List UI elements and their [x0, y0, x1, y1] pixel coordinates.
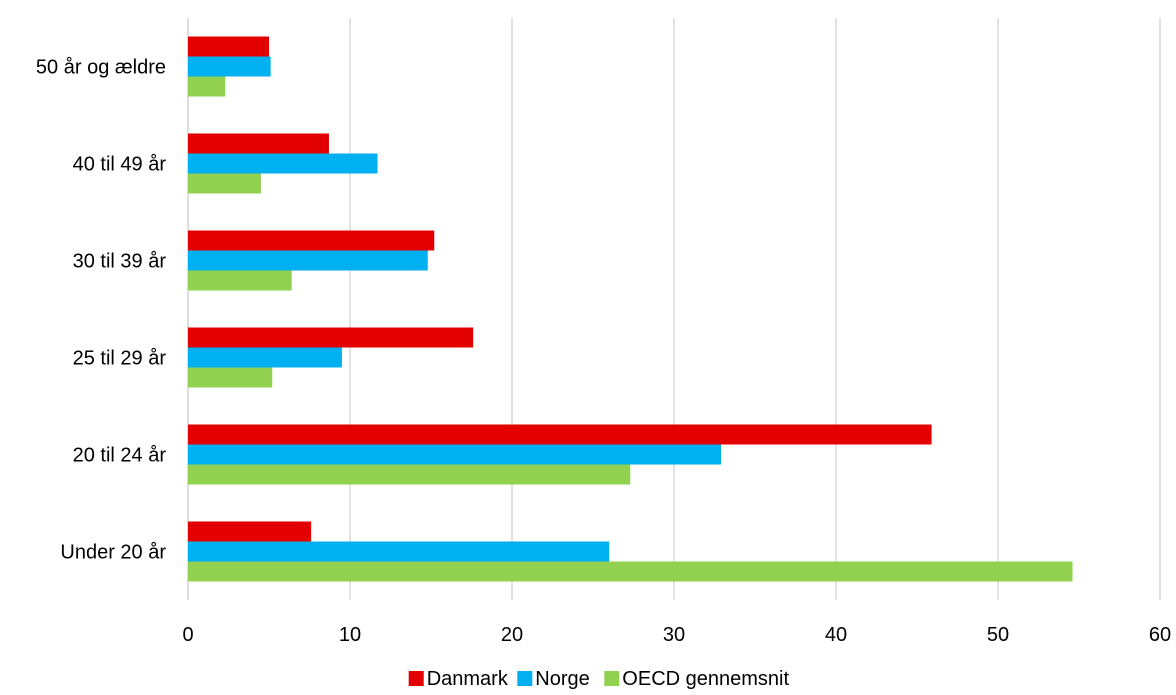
bar — [188, 76, 226, 97]
x-tick-label: 30 — [663, 624, 685, 646]
legend-label: Norge — [535, 668, 589, 690]
bar — [188, 153, 378, 174]
legend-swatch — [517, 671, 533, 686]
category-label: 30 til 39 år — [73, 251, 167, 273]
x-tick-label: 60 — [1149, 624, 1171, 646]
bar — [188, 327, 474, 348]
legend-label: OECD gennemsnit — [622, 668, 789, 690]
bar — [188, 541, 610, 562]
legend-swatch — [604, 671, 620, 686]
bars — [188, 36, 1073, 582]
bar — [188, 521, 312, 542]
legend-label: Danmark — [427, 668, 509, 690]
x-tick-label: 10 — [339, 624, 361, 646]
legend: Danmark Norge OECD gennemsnit — [408, 668, 789, 690]
x-tick-label: 0 — [182, 624, 193, 646]
category-label: 25 til 29 år — [73, 348, 167, 370]
bar — [188, 133, 329, 154]
bar — [188, 367, 273, 388]
bar — [188, 444, 721, 465]
bar — [188, 424, 932, 445]
bar — [188, 347, 342, 368]
bar — [188, 270, 292, 291]
x-tick-label: 20 — [501, 624, 523, 646]
bar — [188, 173, 261, 194]
category-label: Under 20 år — [60, 542, 166, 564]
bar — [188, 36, 269, 57]
x-tick-labels: 0 10 20 30 40 50 60 — [182, 624, 1171, 646]
x-tick-label: 50 — [987, 624, 1009, 646]
x-tick-label: 40 — [825, 624, 847, 646]
category-labels: Under 20 år 20 til 24 år 25 til 29 år 30 ti… — [36, 57, 166, 564]
category-label: 40 til 49 år — [73, 154, 167, 176]
legend-swatch — [408, 671, 424, 686]
category-label: 50 år og ældre — [36, 57, 166, 79]
bar — [188, 230, 435, 251]
gridlines — [187, 18, 1161, 600]
bar — [188, 250, 428, 271]
bar — [188, 561, 1073, 582]
category-label: 20 til 24 år — [73, 445, 167, 467]
bar — [188, 464, 631, 485]
bar — [188, 56, 271, 77]
